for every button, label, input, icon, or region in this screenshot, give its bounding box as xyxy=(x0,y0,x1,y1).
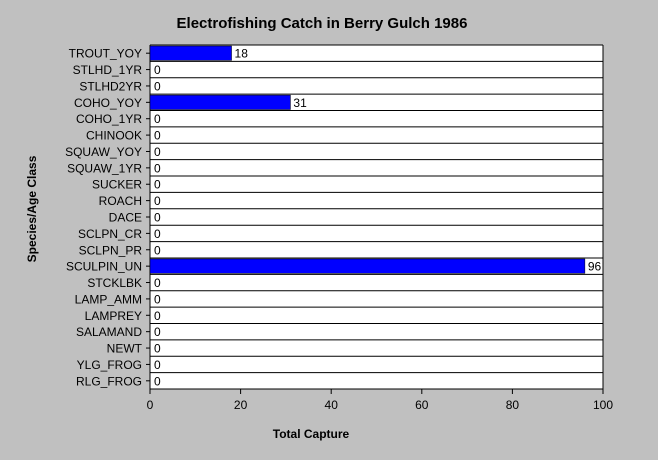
data-label: 0 xyxy=(154,309,161,323)
category-label: STLHD2YR xyxy=(79,79,142,93)
x-tick-label: 0 xyxy=(147,398,154,412)
bar xyxy=(149,258,586,274)
category-labels: TROUT_YOY STLHD_1YR STLHD2YR COHO_YOY COHO_1… xyxy=(65,47,150,388)
data-label: 96 xyxy=(588,260,602,274)
data-label: 0 xyxy=(154,112,161,126)
category-label: SCULPIN_UN xyxy=(66,260,142,274)
data-label: 0 xyxy=(154,79,161,93)
category-label: STLHD_1YR xyxy=(73,63,143,77)
category-label: NEWT xyxy=(107,342,143,356)
category-label: SCLPN_CR xyxy=(78,227,142,241)
category-label: SUCKER xyxy=(92,178,142,192)
category-label: CHINOOK xyxy=(86,129,142,143)
data-label: 0 xyxy=(154,276,161,290)
data-labels: 18 0 0 31 0 0 0 0 0 0 0 0 0 96 0 0 0 0 0 0 0 xyxy=(154,47,602,389)
data-label: 0 xyxy=(154,325,161,339)
data-label: 31 xyxy=(293,96,307,110)
category-label: STCKLBK xyxy=(87,276,142,290)
category-label: SQUAW_YOY xyxy=(65,145,142,159)
data-label: 0 xyxy=(154,63,161,77)
category-label: COHO_YOY xyxy=(74,96,142,110)
category-label: LAMP_AMM xyxy=(75,292,142,306)
bar xyxy=(149,45,232,61)
x-axis-title: Total Capture xyxy=(273,427,350,441)
data-label: 0 xyxy=(154,211,161,225)
data-label: 0 xyxy=(154,178,161,192)
x-tick-label: 80 xyxy=(506,398,520,412)
x-tick-labels: 0 20 40 60 80 100 xyxy=(147,389,613,412)
category-label: SCLPN_PR xyxy=(79,243,143,257)
data-label: 0 xyxy=(154,342,161,356)
category-label: SALAMAND xyxy=(76,325,142,339)
data-label: 0 xyxy=(154,194,161,208)
data-label: 0 xyxy=(154,129,161,143)
category-label: SQUAW_1YR xyxy=(67,161,142,175)
category-label: COHO_1YR xyxy=(76,112,142,126)
data-label: 18 xyxy=(235,47,249,61)
category-label: LAMPREY xyxy=(85,309,142,323)
x-tick-label: 100 xyxy=(593,398,613,412)
category-label: YLG_FROG xyxy=(77,358,142,372)
data-label: 0 xyxy=(154,161,161,175)
data-label: 0 xyxy=(154,358,161,372)
data-label: 0 xyxy=(154,227,161,241)
data-label: 0 xyxy=(154,292,161,306)
category-label: ROACH xyxy=(99,194,142,208)
category-label: DACE xyxy=(109,211,142,225)
x-tick-label: 20 xyxy=(234,398,248,412)
grid-lines xyxy=(149,44,604,390)
chart-title: Electrofishing Catch in Berry Gulch 1986 xyxy=(177,15,468,32)
y-axis-title: Species/Age Class xyxy=(25,155,39,262)
data-label: 0 xyxy=(154,145,161,159)
x-tick-label: 40 xyxy=(325,398,339,412)
bar xyxy=(149,94,291,110)
bars xyxy=(149,45,586,274)
data-label: 0 xyxy=(154,243,161,257)
x-tick-label: 60 xyxy=(415,398,429,412)
category-label: RLG_FROG xyxy=(76,374,142,388)
category-label: TROUT_YOY xyxy=(69,47,142,61)
data-label: 0 xyxy=(154,374,161,388)
